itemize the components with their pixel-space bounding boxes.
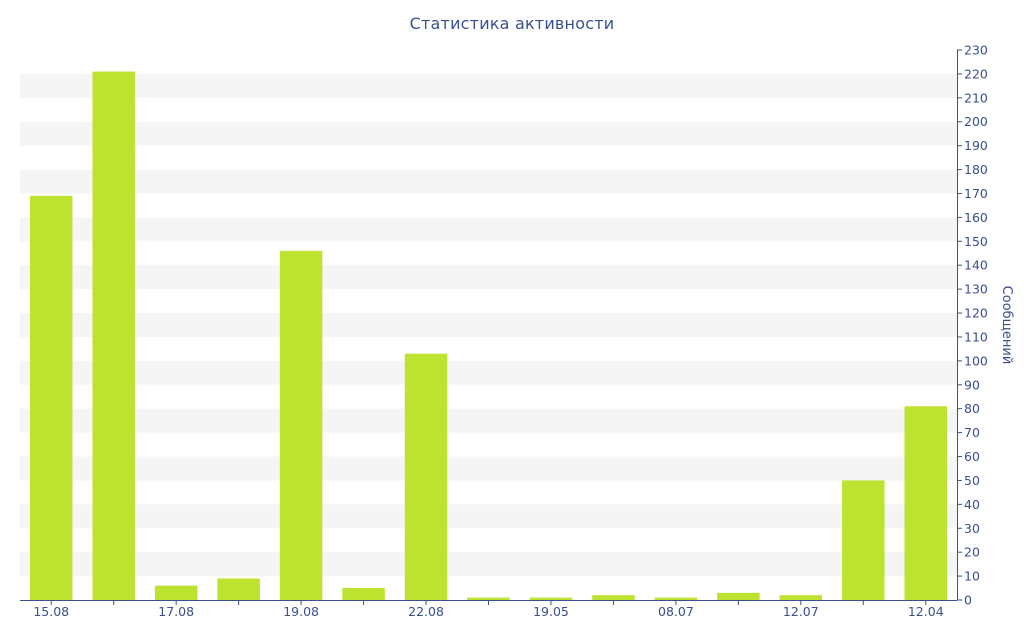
bar — [404, 353, 448, 600]
grid-band — [20, 169, 957, 194]
bar — [717, 592, 760, 600]
y-tick-label: 0 — [964, 593, 972, 608]
y-tick-label: 160 — [964, 210, 988, 225]
bar — [29, 195, 73, 600]
y-tick-label: 30 — [964, 521, 980, 536]
x-tick-label: 19.05 — [533, 604, 569, 619]
grid-band — [20, 313, 957, 337]
grid-band — [20, 265, 957, 290]
x-tick-label: 08.07 — [658, 604, 694, 619]
bar — [92, 71, 135, 600]
x-tick-label: 12.04 — [908, 604, 944, 619]
bar — [904, 406, 948, 600]
y-tick-label: 150 — [964, 234, 988, 249]
y-tick-label: 200 — [964, 114, 988, 129]
grid-band — [20, 504, 957, 529]
y-tick-label: 100 — [964, 353, 988, 368]
y-tick-label: 40 — [964, 497, 980, 512]
x-tick-label: 12.07 — [783, 604, 819, 619]
bar — [592, 595, 635, 600]
y-tick-label: 190 — [964, 138, 988, 153]
y-tick-label: 60 — [964, 449, 980, 464]
bar — [654, 597, 698, 600]
grid-band — [20, 552, 957, 577]
bar — [842, 480, 885, 600]
bar — [342, 588, 385, 600]
x-tick-label: 22.08 — [408, 604, 444, 619]
y-tick-label: 50 — [964, 473, 980, 488]
grid-band — [20, 121, 957, 146]
x-tick-label: 17.08 — [158, 604, 194, 619]
y-tick-label: 70 — [964, 425, 980, 440]
bar — [279, 250, 323, 600]
x-tick-label: 15.08 — [33, 604, 69, 619]
y-tick-label: 90 — [964, 377, 980, 392]
y-tick-label: 20 — [964, 545, 980, 560]
y-tick-label: 140 — [964, 258, 988, 273]
bar — [467, 597, 510, 600]
y-tick-label: 120 — [964, 306, 988, 321]
y-tick-label: 220 — [964, 66, 988, 81]
y-tick-label: 110 — [964, 329, 988, 344]
grid-band — [20, 456, 957, 481]
y-tick-label: 130 — [964, 282, 988, 297]
x-tick-label: 19.08 — [283, 604, 319, 619]
y-tick-label: 170 — [964, 186, 988, 201]
grid-band — [20, 360, 957, 385]
y-tick-label: 210 — [964, 90, 988, 105]
y-axis-label: Сообщений — [999, 286, 1014, 365]
y-tick-label: 80 — [964, 401, 980, 416]
y-tick-label: 180 — [964, 162, 988, 177]
bar — [154, 585, 198, 600]
grid-band — [20, 217, 957, 242]
y-tick-label: 10 — [964, 569, 980, 584]
y-tick-label: 230 — [964, 43, 988, 58]
grid-band — [20, 73, 957, 98]
bar — [779, 595, 823, 600]
bar — [217, 578, 260, 600]
chart-title: Статистика активности — [409, 14, 615, 33]
bar — [529, 597, 573, 600]
grid-band — [20, 408, 957, 433]
